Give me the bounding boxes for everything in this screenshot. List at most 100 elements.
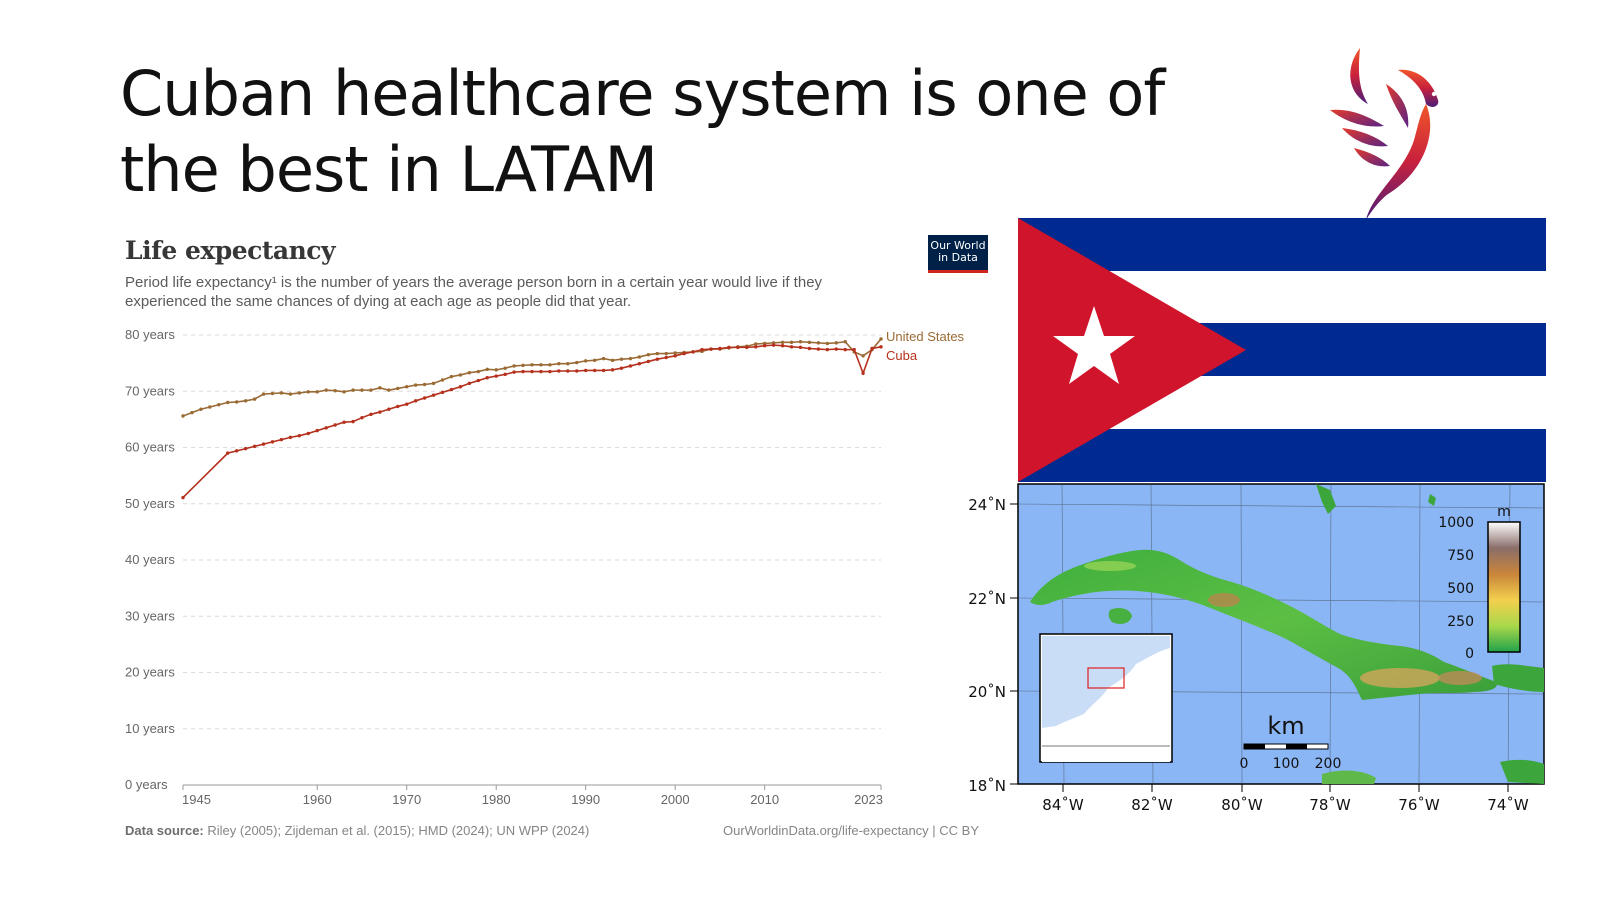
data-point bbox=[798, 340, 803, 344]
data-point bbox=[387, 407, 391, 411]
data-point bbox=[288, 435, 293, 440]
y-tick-label: 30 years bbox=[125, 608, 175, 623]
data-point bbox=[440, 378, 445, 382]
x-tick-label: 1990 bbox=[571, 792, 600, 807]
data-point bbox=[458, 385, 463, 389]
data-point bbox=[512, 364, 516, 368]
owid-logo-line1: Our World bbox=[930, 239, 986, 252]
scale-unit: km bbox=[1267, 712, 1304, 740]
y-tick-label: 70 years bbox=[125, 383, 175, 398]
data-source-label: Data source: bbox=[125, 823, 204, 838]
data-point bbox=[610, 358, 615, 363]
data-point bbox=[870, 346, 874, 351]
data-point bbox=[575, 369, 579, 373]
data-point bbox=[387, 388, 391, 392]
data-point bbox=[181, 414, 185, 418]
data-point bbox=[503, 372, 507, 377]
series-line bbox=[182, 344, 882, 499]
data-point bbox=[780, 340, 785, 345]
data-point bbox=[440, 390, 445, 395]
owid-url-link[interactable]: OurWorldinData.org/life-expectancy | CC … bbox=[723, 823, 980, 838]
data-point bbox=[592, 368, 597, 373]
data-point bbox=[628, 364, 633, 368]
data-point bbox=[422, 396, 427, 400]
legend-label: 500 bbox=[1447, 581, 1474, 597]
x-tick-label: 1945 bbox=[182, 792, 211, 807]
data-point bbox=[557, 361, 561, 366]
data-point bbox=[512, 370, 516, 374]
data-point bbox=[601, 356, 606, 361]
data-point bbox=[449, 387, 454, 392]
data-point bbox=[252, 397, 257, 401]
data-point bbox=[583, 368, 588, 373]
y-tick-label: 20 years bbox=[125, 665, 175, 680]
data-point bbox=[548, 363, 552, 367]
data-point bbox=[261, 442, 266, 446]
label-layer: United States Cuba bbox=[886, 329, 965, 363]
data-point bbox=[825, 347, 830, 352]
data-point bbox=[306, 390, 310, 394]
legend-label: 0 bbox=[1465, 646, 1474, 662]
data-point bbox=[816, 347, 821, 351]
lon-label: 82˚W bbox=[1131, 796, 1173, 814]
data-point bbox=[727, 345, 731, 350]
data-point bbox=[718, 346, 722, 351]
data-point bbox=[575, 360, 579, 365]
legend-label: 250 bbox=[1447, 614, 1474, 630]
data-point bbox=[405, 385, 409, 389]
data-point bbox=[351, 388, 355, 392]
scale-label: 100 bbox=[1273, 756, 1300, 772]
y-tick-label: 40 years bbox=[125, 552, 175, 567]
data-point bbox=[252, 444, 257, 449]
x-tick-label: 1980 bbox=[482, 792, 511, 807]
data-point bbox=[476, 369, 481, 374]
data-point bbox=[315, 390, 319, 394]
data-point bbox=[816, 341, 821, 345]
data-point bbox=[494, 374, 498, 378]
scale-label: 0 bbox=[1240, 756, 1249, 772]
owid-logo[interactable]: Our World in Data bbox=[928, 235, 988, 273]
series-end-label: Cuba bbox=[886, 348, 918, 363]
data-point bbox=[422, 382, 427, 387]
data-point bbox=[879, 345, 883, 349]
data-point bbox=[861, 371, 865, 375]
cuba-relief-map: km 0 100 200 m 1000 750 500 250 0 24˚N 2… bbox=[968, 483, 1545, 814]
data-point bbox=[592, 358, 597, 363]
data-point bbox=[754, 345, 758, 349]
data-point bbox=[682, 351, 686, 356]
data-point bbox=[279, 437, 284, 442]
data-point bbox=[771, 343, 776, 347]
data-point bbox=[449, 374, 454, 379]
y-tick-label: 0 years bbox=[125, 777, 168, 792]
data-point bbox=[852, 347, 856, 352]
data-point bbox=[780, 343, 785, 348]
lon-label: 74˚W bbox=[1487, 796, 1529, 814]
data-point bbox=[431, 381, 436, 386]
data-point bbox=[762, 343, 767, 348]
chart-title: Life expectancy bbox=[125, 236, 336, 265]
lon-label: 84˚W bbox=[1042, 796, 1084, 814]
data-point bbox=[360, 415, 364, 420]
data-point bbox=[315, 428, 319, 433]
series-line bbox=[182, 338, 882, 417]
data-point bbox=[861, 354, 865, 358]
lat-label: 18˚N bbox=[968, 777, 1006, 795]
data-point bbox=[288, 392, 293, 396]
data-point bbox=[279, 391, 284, 395]
y-tick-label: 80 years bbox=[125, 327, 175, 342]
data-point bbox=[539, 363, 543, 367]
data-point bbox=[190, 410, 194, 415]
data-point bbox=[405, 402, 409, 406]
data-point bbox=[270, 440, 275, 444]
data-point bbox=[297, 391, 302, 395]
series-layer bbox=[181, 337, 883, 500]
data-point bbox=[566, 369, 570, 373]
data-point bbox=[503, 366, 507, 370]
y-tick-label: 10 years bbox=[125, 721, 175, 736]
data-point bbox=[601, 368, 606, 373]
slide-title: Cuban healthcare system is one of the be… bbox=[120, 57, 1165, 206]
data-point bbox=[619, 357, 624, 361]
data-point bbox=[181, 495, 185, 500]
owid-logo-line2: in Data bbox=[938, 251, 978, 264]
data-point bbox=[333, 423, 337, 427]
